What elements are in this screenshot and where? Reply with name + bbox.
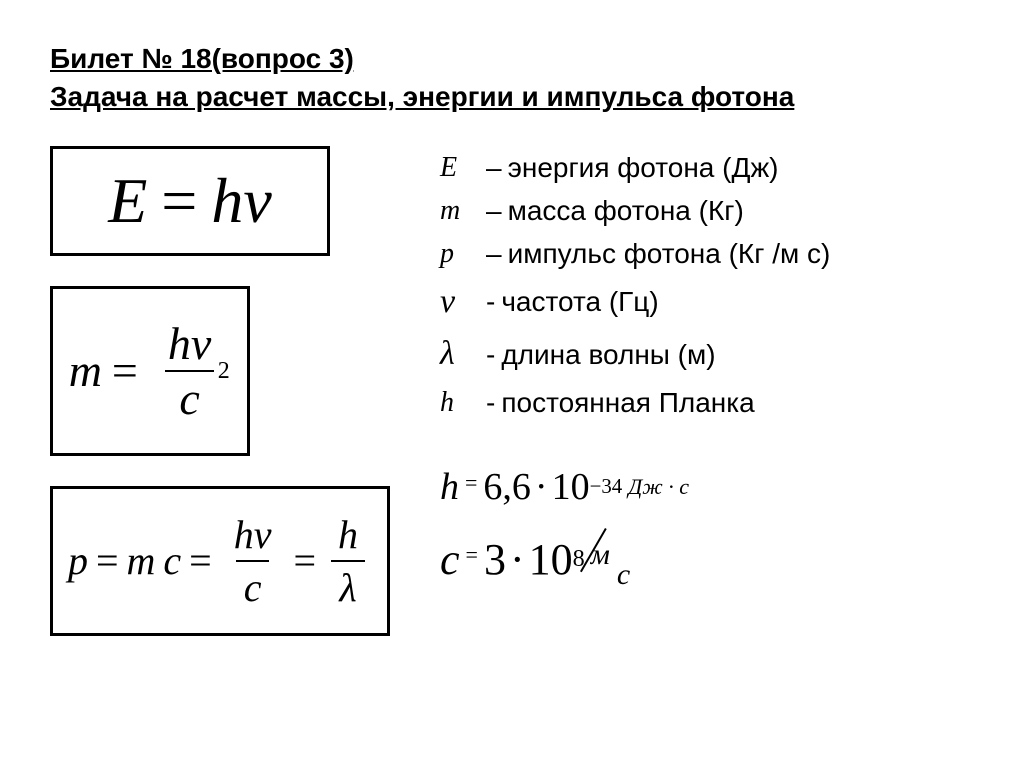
constants-block: h = 6,6 · 10 −34 Дж · с c = 3 · 10 8 м с [440, 465, 974, 585]
def-sep: - [486, 333, 495, 376]
energy-eq: = [161, 164, 197, 238]
formula-mass: m = hν c2 [50, 286, 250, 456]
def-sym: p [440, 232, 480, 275]
def-row: λ - длина волны (м) [440, 328, 974, 381]
content-area: E = h ν m = hν c2 p = [50, 146, 974, 636]
heading-line-2: Задача на расчет массы, энергии и импуль… [50, 78, 974, 116]
def-row: ν - частота (Гц) [440, 276, 974, 329]
light-unit-bot: с [617, 558, 630, 591]
planck-dot: · [535, 465, 548, 509]
def-sym: m [440, 189, 480, 232]
mass-num-nu: ν [191, 318, 211, 369]
p-frac1: hν c [226, 511, 280, 611]
heading-line-1: Билет № 18(вопрос 3) [50, 40, 974, 78]
p-frac2: h λ [330, 511, 366, 611]
mass-fraction: hν c2 [154, 317, 225, 425]
planck-coef: 6,6 [483, 465, 531, 509]
p-eq3: = [293, 537, 316, 584]
def-sym: h [440, 381, 480, 424]
energy-nu: ν [243, 164, 271, 238]
p-f1-nu: ν [254, 512, 272, 557]
light-unit: м с [595, 534, 638, 585]
def-text: частота (Гц) [501, 280, 658, 323]
def-text: длина волны (м) [501, 333, 715, 376]
formula-energy: E = h ν [50, 146, 330, 256]
p-f2-den: λ [331, 560, 364, 611]
mass-den-exp: 2 [218, 358, 230, 385]
def-sep: – [486, 232, 502, 275]
p-f2-num: h [330, 511, 366, 560]
light-dot: · [510, 534, 525, 585]
def-sym: ν [440, 276, 480, 329]
p-f1-den: c [236, 560, 270, 611]
def-row: p – импульс фотона (Кг /м с) [440, 232, 974, 275]
light-eq: = [466, 542, 478, 568]
def-text: импульс фотона (Кг /м с) [508, 232, 831, 275]
def-text: масса фотона (Кг) [508, 189, 744, 232]
def-sep: - [486, 381, 495, 424]
formula-momentum: p = mc = hν c = h λ [50, 486, 390, 636]
def-text: энергия фотона (Дж) [508, 146, 779, 189]
energy-lhs: E [108, 164, 147, 238]
def-row: h - постоянная Планка [440, 381, 974, 424]
planck-unit: Дж · с [628, 474, 689, 500]
mass-lhs: m [69, 344, 102, 397]
slash-icon [580, 528, 640, 591]
def-sep: – [486, 146, 502, 189]
def-row: m – масса фотона (Кг) [440, 189, 974, 232]
planck-sym: h [440, 465, 459, 509]
p-eq2: = [189, 537, 212, 584]
def-sep: - [486, 280, 495, 323]
light-coef: 3 [484, 534, 506, 585]
planck-constant: h = 6,6 · 10 −34 Дж · с [440, 465, 974, 509]
light-base: 10 [529, 534, 573, 585]
formulas-column: E = h ν m = hν c2 p = [50, 146, 420, 636]
energy-h: h [211, 164, 243, 238]
p-eq1: = [96, 537, 119, 584]
def-text: постоянная Планка [501, 381, 754, 424]
light-speed-constant: c = 3 · 10 8 м с [440, 534, 974, 585]
def-sym: λ [440, 328, 480, 381]
light-sym: c [440, 534, 460, 585]
definitions-column: E – энергия фотона (Дж) m – масса фотона… [420, 146, 974, 636]
p-c: c [163, 537, 181, 584]
page-heading: Билет № 18(вопрос 3) Задача на расчет ма… [50, 40, 974, 116]
mass-den-c: c [179, 373, 199, 424]
p-lhs: p [68, 537, 88, 584]
def-sep: – [486, 189, 502, 232]
def-row: E – энергия фотона (Дж) [440, 146, 974, 189]
p-m: m [127, 537, 156, 584]
def-sym: E [440, 146, 480, 189]
definitions-list: E – энергия фотона (Дж) m – масса фотона… [440, 146, 974, 425]
mass-eq: = [112, 344, 138, 397]
p-f1-h: h [234, 512, 254, 557]
planck-eq: = [465, 470, 477, 496]
planck-exp: −34 [590, 474, 623, 499]
mass-num-h: h [168, 318, 191, 369]
planck-base: 10 [552, 465, 590, 509]
